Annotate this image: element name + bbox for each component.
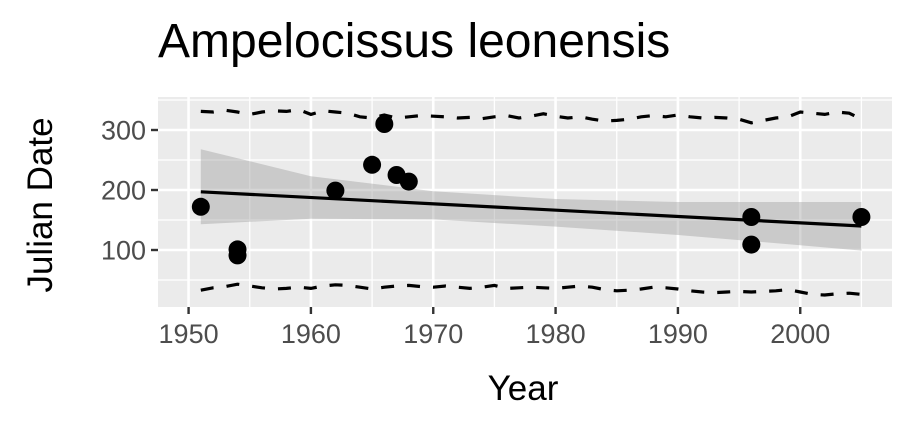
data-point <box>228 246 247 265</box>
y-axis-title: Julian Date <box>21 117 60 292</box>
points-layer <box>191 115 871 265</box>
confidence-band-layer <box>200 149 862 251</box>
x-axis-ticks: 1950 1960 1970 1980 1990 2000 <box>159 307 830 349</box>
y-tick-label: 300 <box>101 116 146 146</box>
data-point <box>399 172 418 191</box>
data-point <box>852 208 871 226</box>
y-tick-label: 100 <box>101 236 146 266</box>
dashed-bounds-layer <box>200 107 863 297</box>
data-point <box>742 235 761 254</box>
x-tick-label: 1980 <box>526 319 586 349</box>
data-point <box>191 197 210 216</box>
plot-panel <box>158 97 892 307</box>
lower-dashed-line <box>200 282 862 297</box>
major-gridlines <box>158 97 892 307</box>
upper-dashed-line <box>200 107 863 125</box>
y-axis-ticks: 100 200 300 <box>101 116 158 266</box>
data-point <box>363 155 382 174</box>
y-tick-label: 200 <box>101 176 146 206</box>
x-tick-label: 1970 <box>403 319 463 349</box>
data-point <box>326 181 345 200</box>
x-axis-title: Year <box>488 369 559 408</box>
data-point <box>742 208 761 226</box>
x-tick-label: 1960 <box>281 319 341 349</box>
confidence-band <box>200 149 862 251</box>
x-tick-label: 2000 <box>770 319 830 349</box>
chart-title: Ampelocissus leonensis <box>158 15 671 68</box>
data-point <box>375 115 394 133</box>
x-tick-label: 1950 <box>159 319 219 349</box>
x-tick-label: 1990 <box>648 319 708 349</box>
